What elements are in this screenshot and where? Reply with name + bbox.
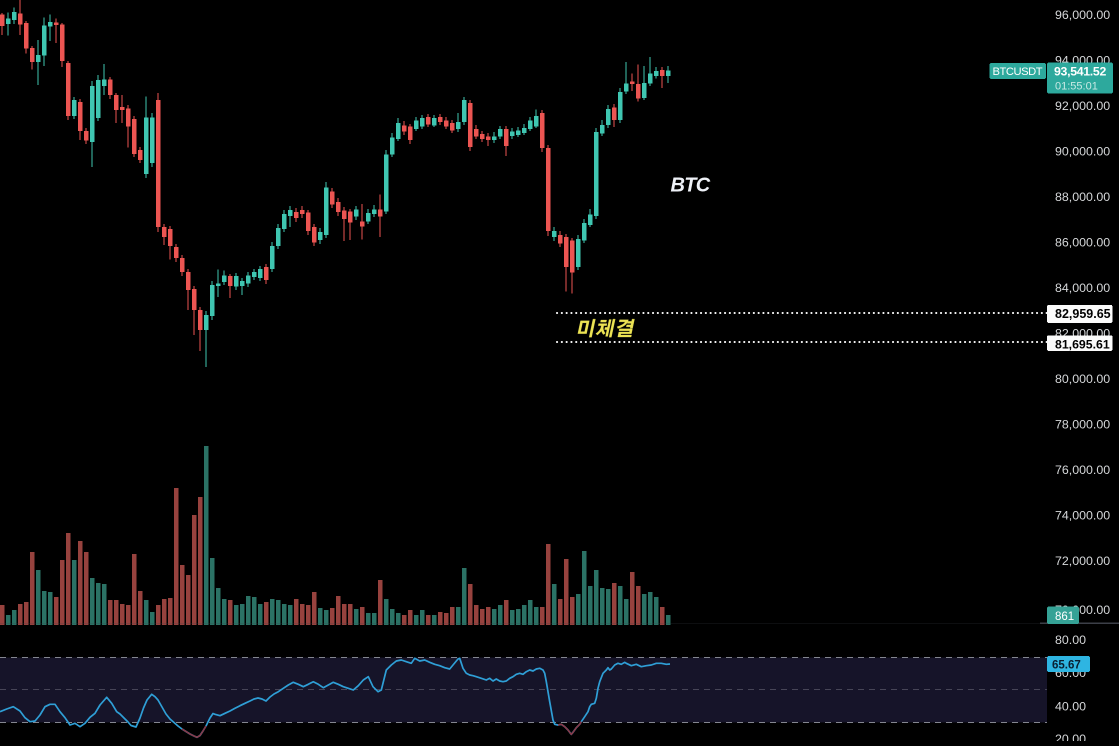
svg-text:90,000.00: 90,000.00	[1055, 145, 1110, 159]
svg-text:80,000.00: 80,000.00	[1055, 372, 1110, 386]
svg-text:76,000.00: 76,000.00	[1055, 463, 1110, 477]
svg-text:86,000.00: 86,000.00	[1055, 236, 1110, 250]
svg-text:96,000.00: 96,000.00	[1055, 8, 1110, 22]
svg-text:BTCUSDT: BTCUSDT	[993, 66, 1043, 78]
svg-text:81,695.61: 81,695.61	[1055, 337, 1110, 351]
svg-text:93,541.52: 93,541.52	[1054, 65, 1106, 79]
svg-text:84,000.00: 84,000.00	[1055, 281, 1110, 295]
svg-text:80.00: 80.00	[1055, 633, 1086, 647]
svg-text:88,000.00: 88,000.00	[1055, 190, 1110, 204]
svg-text:BTC: BTC	[671, 175, 711, 197]
svg-text:74,000.00: 74,000.00	[1055, 509, 1110, 523]
svg-text:861: 861	[1055, 611, 1074, 623]
svg-text:01:55:01: 01:55:01	[1055, 80, 1098, 92]
svg-text:92,000.00: 92,000.00	[1055, 99, 1110, 113]
svg-text:72,000.00: 72,000.00	[1055, 554, 1110, 568]
svg-text:78,000.00: 78,000.00	[1055, 418, 1110, 432]
svg-text:65.67: 65.67	[1052, 660, 1081, 672]
svg-text:40.00: 40.00	[1055, 700, 1086, 714]
svg-text:20.00: 20.00	[1055, 732, 1086, 741]
svg-text:82,959.65: 82,959.65	[1055, 307, 1111, 321]
